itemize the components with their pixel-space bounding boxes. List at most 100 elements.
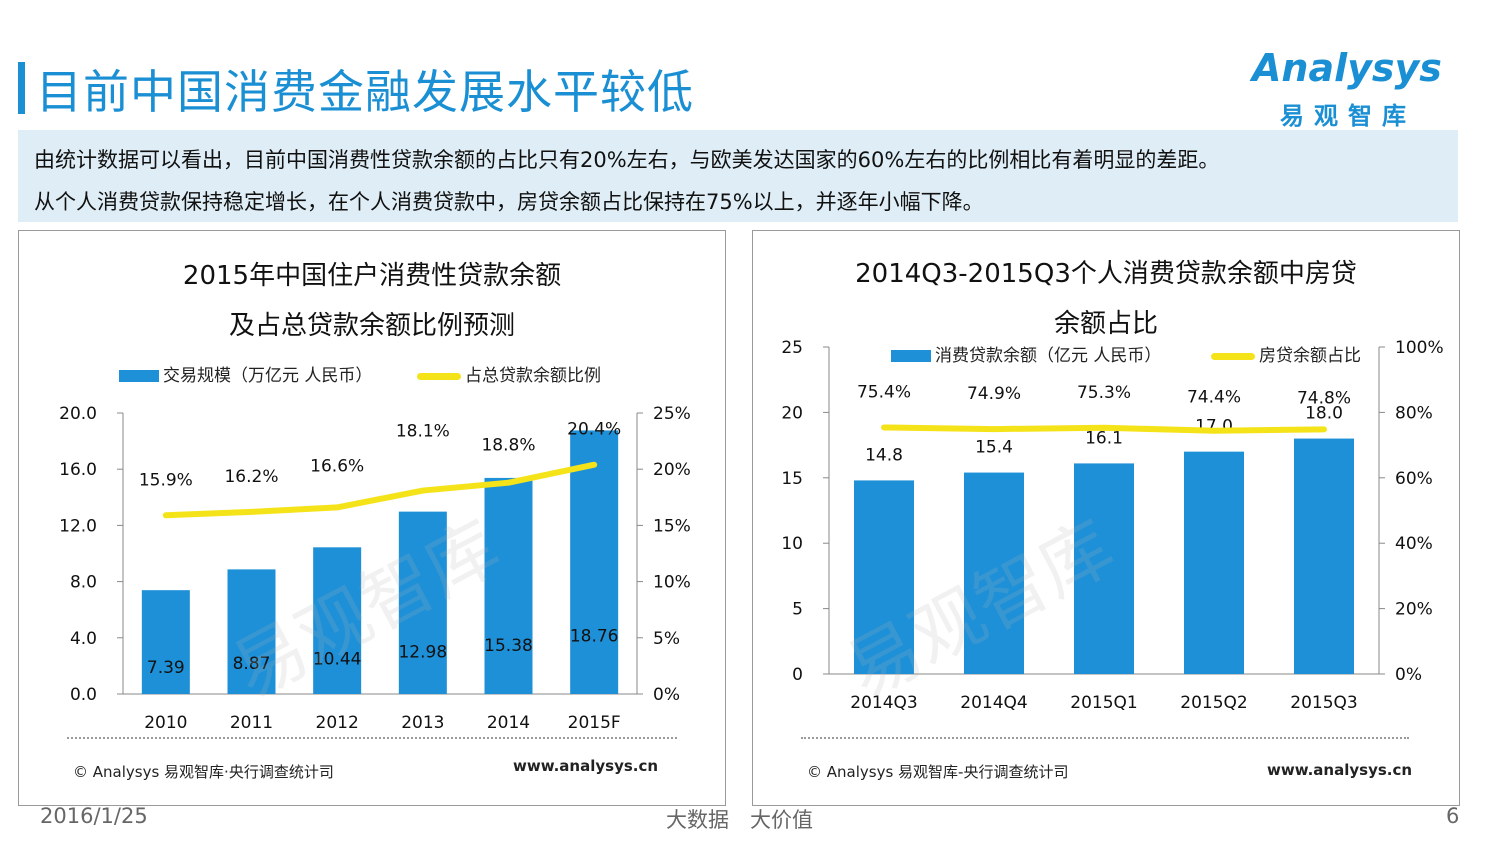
- y-tick-label-left: 8.0: [70, 573, 97, 593]
- legend-bar-swatch: [119, 370, 159, 382]
- source-divider: [801, 737, 1409, 739]
- line-series: [162, 461, 598, 519]
- legend-line-label: 房贷余额占比: [1259, 346, 1361, 366]
- legend-line-item: 占总贷款余额比例: [417, 361, 601, 386]
- bar-value-label: 7.39: [147, 658, 185, 678]
- legend-line-swatch: [417, 372, 461, 380]
- line-value-label: 16.6%: [310, 456, 364, 476]
- bar: [398, 511, 447, 694]
- footer-slogan: 大数据 大价值: [666, 808, 813, 832]
- line-value-label: 15.9%: [139, 470, 193, 490]
- legend-bar-item: 交易规模（万亿元 人民币）: [119, 361, 372, 386]
- chart-source: © Analysys 易观智库-央行调查统计司: [807, 763, 1069, 781]
- y-tick-label-right: 20%: [653, 460, 691, 480]
- line-value-label: 16.2%: [224, 467, 278, 487]
- line-value-label: 74.9%: [967, 384, 1021, 404]
- y-tick-label-left: 16.0: [59, 460, 97, 480]
- chart-title-line-1: 2015年中国住户消费性贷款余额: [182, 261, 562, 291]
- y-tick-label-left: 20: [781, 403, 803, 423]
- y-tick-label-right: 40%: [1395, 534, 1433, 554]
- logo-subtitle: 易观智库: [1280, 102, 1416, 130]
- bar-value-label: 15.4: [975, 438, 1013, 458]
- bar: [484, 477, 533, 694]
- x-tick-label: 2015Q1: [1070, 693, 1137, 713]
- legend-bar-item: 消费贷款余额（亿元 人民币）: [891, 341, 1161, 366]
- legend-bar-swatch: [891, 350, 931, 362]
- y-tick-label-right: 100%: [1395, 338, 1444, 358]
- bar: [570, 430, 619, 694]
- y-tick-label-left: 25: [781, 338, 803, 358]
- y-tick-label-left: 5: [792, 600, 803, 620]
- chart-source: © Analysys 易观智库·央行调查统计司: [73, 763, 334, 781]
- legend-line-item: 房贷余额占比: [1211, 341, 1361, 366]
- y-tick-label-left: 10: [781, 534, 803, 554]
- legend-bar-label: 消费贷款余额（亿元 人民币）: [935, 346, 1162, 366]
- title-accent-bar: [18, 62, 25, 114]
- x-tick-label: 2014Q4: [960, 693, 1027, 713]
- x-tick-label: 2010: [144, 713, 187, 733]
- y-tick-label-left: 0: [792, 665, 803, 685]
- y-tick-label-right: 15%: [653, 516, 691, 536]
- y-tick-label-right: 0%: [653, 685, 680, 705]
- summary-line-2: 从个人消费贷款保持稳定增长，在个人消费贷款中，房贷余额占比保持在75%以上，并逐…: [34, 190, 984, 214]
- line-value-label: 75.4%: [857, 382, 911, 402]
- y-tick-label-right: 80%: [1395, 403, 1433, 423]
- bar: [141, 590, 190, 694]
- x-tick-label: 2015Q2: [1180, 693, 1247, 713]
- bar: [1184, 451, 1244, 674]
- bar: [227, 569, 276, 694]
- bar: [1294, 438, 1354, 674]
- line-series: [881, 424, 1327, 434]
- chart-url: www.analysys.cn: [513, 757, 659, 775]
- bar-value-label: 14.8: [865, 445, 903, 465]
- legend-line-swatch: [1211, 352, 1255, 360]
- legend-bar-label: 交易规模（万亿元 人民币）: [163, 366, 373, 386]
- chart-plot-left: 0.0 4.0 8.0 12.0 16.0 20.0 0% 5% 10% 15% 20% 25% 7.3…: [59, 404, 691, 733]
- bar-value-label: 8.87: [233, 654, 271, 674]
- bar: [313, 547, 362, 694]
- y-tick-label-left: 12.0: [59, 516, 97, 536]
- y-tick-label-left: 0.0: [70, 685, 97, 705]
- x-tick-label: 2013: [401, 713, 444, 733]
- bar-value-label: 18.76: [570, 626, 619, 646]
- y-tick-label-right: 25%: [653, 404, 691, 424]
- bar-value-label: 16.1: [1085, 428, 1123, 448]
- y-tick-label-right: 10%: [653, 573, 691, 593]
- legend-line-label: 占总贷款余额比例: [465, 366, 601, 386]
- chart-url: www.analysys.cn: [1267, 761, 1413, 779]
- y-tick-label-left: 15: [781, 469, 803, 489]
- y-tick-label-left: 20.0: [59, 404, 97, 424]
- summary-line-1: 由统计数据可以看出，目前中国消费性贷款余额的占比只有20%左右，与欧美发达国家的…: [34, 148, 1220, 172]
- line-value-label: 18.8%: [481, 436, 535, 456]
- bar-value-label: 15.38: [484, 636, 533, 656]
- x-tick-label: 2015F: [568, 713, 621, 733]
- bar-value-label: 12.98: [398, 643, 447, 663]
- analysys-logo: Analysys 易观智库: [1238, 40, 1458, 130]
- line-value-label: 18.1%: [396, 422, 450, 442]
- footer-date: 2016/1/25: [40, 804, 148, 828]
- y-tick-label-right: 20%: [1395, 600, 1433, 620]
- y-tick-label-right: 5%: [653, 629, 680, 649]
- y-tick-label-left: 4.0: [70, 629, 97, 649]
- source-divider: [67, 737, 677, 739]
- summary-box: 由统计数据可以看出，目前中国消费性贷款余额的占比只有20%左右，与欧美发达国家的…: [18, 130, 1458, 222]
- chart-title-line-1: 2014Q3-2015Q3个人消费贷款余额中房贷: [855, 259, 1357, 289]
- line-value-label: 20.4%: [567, 420, 621, 440]
- chart-plot-right: 0 5 10 15 20 25 0% 20% 40% 60% 80% 100% 14.8 2014Q3 15…: [781, 338, 1444, 713]
- page-title: 目前中国消费金融发展水平较低: [36, 65, 694, 119]
- bar: [854, 480, 914, 674]
- x-tick-label: 2014: [487, 713, 530, 733]
- y-tick-label-right: 0%: [1395, 665, 1422, 685]
- x-tick-label: 2014Q3: [850, 693, 917, 713]
- chart-panel-left: 2015年中国住户消费性贷款余额 及占总贷款余额比例预测 交易规模（万亿元 人民…: [18, 230, 726, 806]
- footer-page-number: 6: [1446, 804, 1460, 828]
- y-tick-label-right: 60%: [1395, 469, 1433, 489]
- chart-title-line-2: 及占总贷款余额比例预测: [228, 311, 515, 341]
- line-value-label: 74.4%: [1187, 388, 1241, 408]
- x-tick-label: 2012: [316, 713, 359, 733]
- bar: [964, 472, 1024, 674]
- bar-value-label: 10.44: [313, 650, 362, 670]
- chart-panel-right: 2014Q3-2015Q3个人消费贷款余额中房贷 余额占比 消费贷款余额（亿元 …: [752, 230, 1460, 806]
- line-value-label: 74.8%: [1297, 388, 1351, 408]
- x-tick-label: 2011: [230, 713, 273, 733]
